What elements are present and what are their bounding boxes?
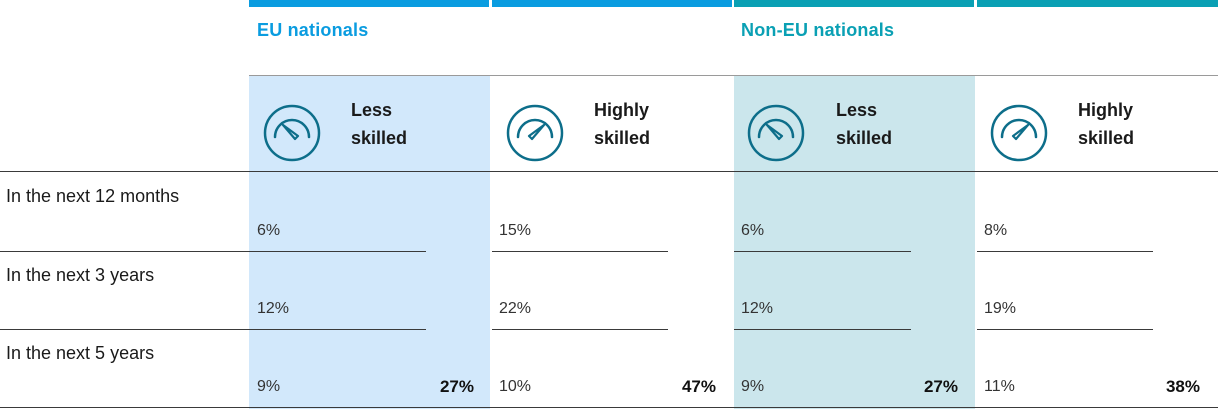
total-eu-less: 27% [439, 377, 474, 396]
value-eu-less-5y: 9% [257, 378, 281, 395]
row-separator [0, 329, 249, 330]
value-eu-less-12m: 6% [257, 222, 281, 239]
value-noneu-high-3y: 19% [984, 300, 1017, 317]
eu-group-top-bar [249, 0, 489, 7]
gauge-low-icon [263, 104, 321, 162]
cell-underline [492, 251, 668, 252]
row-separator [0, 251, 249, 252]
group-title-noneu: Non-EU nationals [741, 20, 895, 40]
gauge-high-icon [506, 104, 564, 162]
eu-group-top-bar-2 [492, 0, 732, 7]
cell-underline [249, 329, 426, 330]
value-noneu-high-12m: 8% [984, 222, 1008, 239]
cell-underline [977, 251, 1153, 252]
table-bottom-line [0, 407, 1218, 408]
gauge-high-icon [990, 104, 1048, 162]
row-label-12-months: In the next 12 months [6, 186, 180, 206]
category-label-eu-less-skilled: Less skilled [351, 100, 408, 148]
value-eu-less-3y: 12% [257, 300, 290, 317]
cell-underline [492, 329, 668, 330]
noneu-group-top-bar [734, 0, 974, 7]
cell-underline [734, 251, 911, 252]
value-eu-high-12m: 15% [499, 222, 532, 239]
total-eu-high: 47% [681, 377, 716, 396]
value-eu-high-5y: 10% [499, 378, 532, 395]
cell-underline [734, 329, 911, 330]
total-noneu-high: 38% [1165, 377, 1200, 396]
category-label-noneu-less-skilled: Less skilled [836, 100, 893, 148]
cell-underline [977, 329, 1153, 330]
value-noneu-less-12m: 6% [741, 222, 765, 239]
gauge-low-icon [747, 104, 805, 162]
row-label-3-years: In the next 3 years [6, 265, 155, 285]
noneu-group-top-bar-2 [977, 0, 1218, 7]
cell-underline [249, 251, 426, 252]
row-label-5-years: In the next 5 years [6, 343, 155, 363]
value-eu-high-3y: 22% [499, 300, 532, 317]
category-label-eu-highly-skilled: Highly skilled [594, 100, 651, 148]
header-separator [249, 75, 1218, 76]
total-noneu-less: 27% [923, 377, 958, 396]
category-label-noneu-highly-skilled: Highly skilled [1078, 100, 1135, 148]
value-noneu-high-5y: 11% [984, 378, 1015, 395]
value-noneu-less-5y: 9% [741, 378, 765, 395]
table-header-bottom-line [0, 171, 1218, 172]
value-noneu-less-3y: 12% [741, 300, 774, 317]
group-title-eu: EU nationals [257, 20, 369, 40]
